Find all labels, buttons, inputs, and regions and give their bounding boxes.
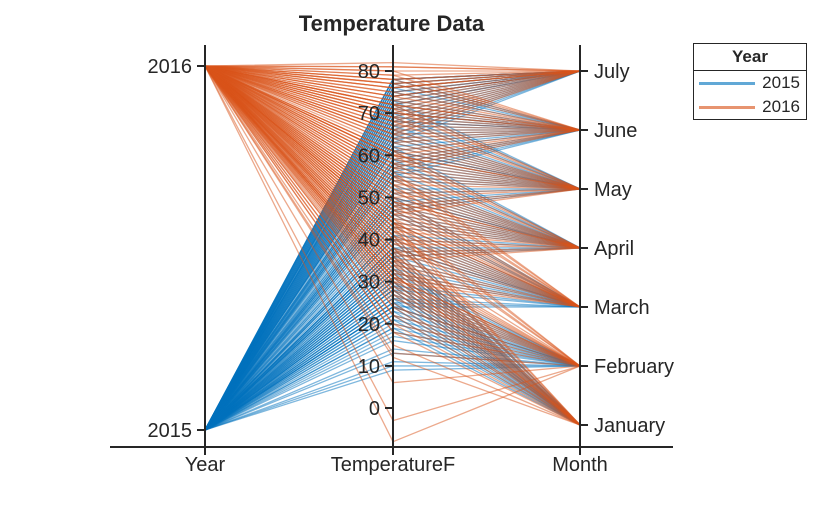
legend-item-label: 2016 <box>762 97 800 116</box>
temperature-tick-label: 20 <box>358 314 380 336</box>
legend-title: Year <box>694 44 806 71</box>
axis-label-year: Year <box>184 454 226 476</box>
legend: Year 2015 2016 <box>693 43 807 120</box>
month-tick-label: February <box>594 356 674 378</box>
legend-line-swatch-2015 <box>699 81 755 85</box>
legend-line-swatch-2016 <box>699 105 755 109</box>
year-tick-label: 2015 <box>148 420 193 442</box>
month-tick-label: July <box>594 61 630 83</box>
temperature-tick-label: 60 <box>358 145 380 167</box>
temperature-tick-label: 10 <box>358 356 380 378</box>
axis-label-month: Month <box>552 454 608 476</box>
temperature-tick-label: 40 <box>358 230 380 252</box>
month-tick-label: April <box>594 238 634 260</box>
axes <box>110 45 673 455</box>
month-tick-label: June <box>594 120 637 142</box>
year-tick-label: 2016 <box>148 56 193 78</box>
temperature-tick-label: 0 <box>369 398 380 420</box>
month-tick-label: January <box>594 415 665 437</box>
temperature-tick-label: 30 <box>358 272 380 294</box>
month-tick-label: May <box>594 179 632 201</box>
legend-item-2015: 2015 <box>694 71 806 95</box>
temperature-tick-label: 80 <box>358 61 380 83</box>
month-tick-label: March <box>594 297 650 319</box>
tick-marks <box>197 65 588 431</box>
chart-title: Temperature Data <box>298 11 485 36</box>
legend-item-label: 2015 <box>762 73 800 92</box>
axis-label-temperature: TemperatureF <box>330 454 456 476</box>
tick-labels: 2015 2016 0 10 20 30 40 50 60 70 80 January February… <box>148 56 675 442</box>
legend-item-2016: 2016 <box>694 95 806 119</box>
temperature-tick-label: 50 <box>358 187 380 209</box>
temperature-tick-label: 70 <box>358 103 380 125</box>
